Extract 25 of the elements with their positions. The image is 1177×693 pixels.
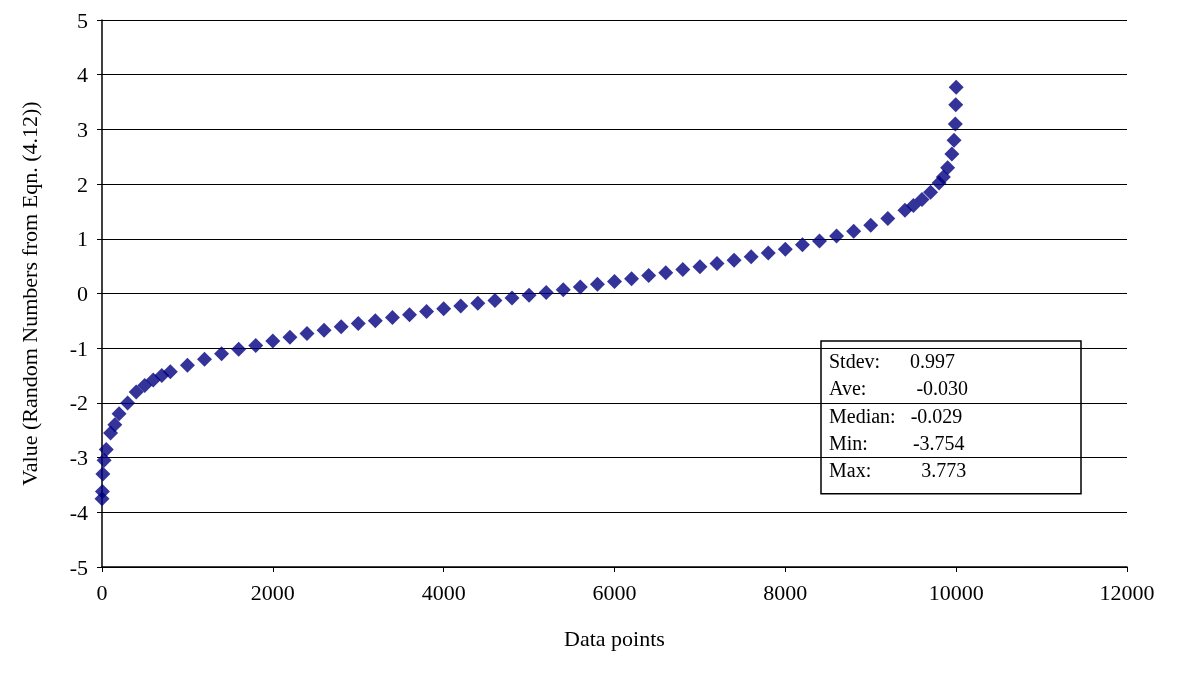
x-tick-label: 0 [96,579,108,605]
y-tick-label: -1 [69,335,88,361]
y-tick-label: -5 [69,554,88,580]
x-tick-label: 8000 [763,579,808,605]
y-axis-title: Value (Random Numbers from Eqn. (4.12)) [16,101,42,486]
annotation: Ave: -0.030 [829,377,969,400]
y-tick-label: 0 [77,281,88,306]
y-tick-label: -2 [69,390,88,416]
x-tick-label: 10000 [928,579,984,605]
x-tick-label: 12000 [1099,579,1155,605]
y-tick-label: 2 [77,171,88,197]
x-tick-label: 4000 [421,579,466,605]
annotation: Max: 3.773 [829,459,967,482]
y-tick-label: 4 [77,62,88,88]
y-tick-label: -3 [69,445,88,471]
y-tick-label: 5 [77,7,88,33]
annotation: Min: -3.754 [829,432,965,455]
annotation: Median: -0.029 [829,404,963,427]
y-tick-label: 1 [77,226,88,252]
x-axis-title: Data points [564,625,665,651]
y-tick-label: 3 [77,116,88,142]
annotation: Stdev: 0.997 [829,350,956,372]
x-tick-label: 6000 [592,579,637,605]
x-tick-label: 2000 [250,579,295,605]
y-tick-label: -4 [69,499,88,525]
